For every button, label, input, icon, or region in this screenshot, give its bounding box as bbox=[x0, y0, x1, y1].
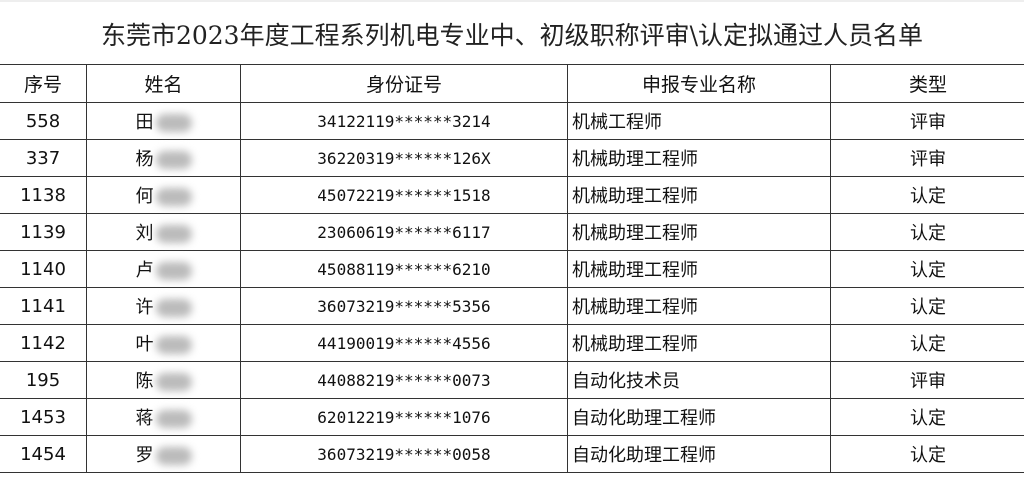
surname: 田 bbox=[135, 112, 154, 133]
cell-number: 337 bbox=[0, 139, 87, 177]
surname: 卢 bbox=[135, 260, 154, 281]
cell-type: 认定 bbox=[830, 176, 1024, 214]
cell-id: 23060619******6117 bbox=[240, 213, 568, 251]
blurred-name bbox=[155, 188, 192, 206]
cell-name: 何 bbox=[86, 176, 241, 214]
cell-name: 田 bbox=[86, 102, 241, 140]
cell-id: 34122119******3214 bbox=[240, 102, 568, 140]
cell-type: 评审 bbox=[830, 361, 1024, 399]
document-title: 东莞市2023年度工程系列机电专业中、初级职称评审\认定拟通过人员名单 bbox=[0, 0, 1024, 64]
header-specialty: 申报专业名称 bbox=[567, 64, 831, 103]
blurred-name bbox=[155, 299, 192, 317]
cell-number: 1139 bbox=[0, 213, 87, 251]
cell-name: 叶 bbox=[86, 324, 241, 362]
surname: 刘 bbox=[135, 223, 154, 244]
cell-type: 认定 bbox=[830, 398, 1024, 436]
surname: 陈 bbox=[135, 371, 154, 392]
cell-id: 44088219******0073 bbox=[240, 361, 568, 399]
blurred-name bbox=[155, 410, 192, 428]
blurred-name bbox=[155, 151, 192, 169]
surname: 蒋 bbox=[135, 408, 154, 429]
table-row: 1142 叶 44190019******4556 机械助理工程师 认定 bbox=[0, 324, 1024, 362]
cell-name: 卢 bbox=[86, 250, 241, 288]
cell-specialty: 机械工程师 bbox=[567, 102, 831, 140]
cell-id: 44190019******4556 bbox=[240, 324, 568, 362]
table-row: 1140 卢 45088119******6210 机械助理工程师 认定 bbox=[0, 250, 1024, 288]
cell-number: 1138 bbox=[0, 176, 87, 214]
cell-name: 罗 bbox=[86, 435, 241, 473]
surname: 罗 bbox=[135, 445, 154, 466]
cell-id: 36073219******5356 bbox=[240, 287, 568, 325]
header-type: 类型 bbox=[830, 64, 1024, 103]
cell-specialty: 机械助理工程师 bbox=[567, 176, 831, 214]
cell-name: 陈 bbox=[86, 361, 241, 399]
cell-name: 刘 bbox=[86, 213, 241, 251]
cell-id: 45072219******1518 bbox=[240, 176, 568, 214]
cell-name: 许 bbox=[86, 287, 241, 325]
cell-specialty: 机械助理工程师 bbox=[567, 250, 831, 288]
header-id: 身份证号 bbox=[240, 64, 568, 103]
surname: 许 bbox=[135, 297, 154, 318]
cell-type: 评审 bbox=[830, 139, 1024, 177]
cell-number: 1142 bbox=[0, 324, 87, 362]
cell-id: 36073219******0058 bbox=[240, 435, 568, 473]
surname: 叶 bbox=[135, 334, 154, 355]
surname: 杨 bbox=[135, 149, 154, 170]
blurred-name bbox=[155, 373, 192, 391]
table-row: 1138 何 45072219******1518 机械助理工程师 认定 bbox=[0, 176, 1024, 214]
cell-number: 195 bbox=[0, 361, 87, 399]
table-row: 1139 刘 23060619******6117 机械助理工程师 认定 bbox=[0, 213, 1024, 251]
cell-number: 1453 bbox=[0, 398, 87, 436]
cell-id: 45088119******6210 bbox=[240, 250, 568, 288]
header-number: 序号 bbox=[0, 64, 87, 103]
cell-name: 杨 bbox=[86, 139, 241, 177]
cell-specialty: 自动化技术员 bbox=[567, 361, 831, 399]
table-row: 1141 许 36073219******5356 机械助理工程师 认定 bbox=[0, 287, 1024, 325]
surname: 何 bbox=[135, 186, 154, 207]
blurred-name bbox=[155, 336, 192, 354]
cell-type: 认定 bbox=[830, 213, 1024, 251]
cell-number: 558 bbox=[0, 102, 87, 140]
cell-specialty: 机械助理工程师 bbox=[567, 213, 831, 251]
blurred-name bbox=[155, 225, 192, 243]
table-row: 558 田 34122119******3214 机械工程师 评审 bbox=[0, 102, 1024, 140]
cell-type: 评审 bbox=[830, 102, 1024, 140]
cell-type: 认定 bbox=[830, 250, 1024, 288]
cell-type: 认定 bbox=[830, 287, 1024, 325]
table-header-row: 序号 姓名 身份证号 申报专业名称 类型 bbox=[0, 64, 1024, 103]
personnel-table: 序号 姓名 身份证号 申报专业名称 类型 558 田 34122119*****… bbox=[0, 64, 1024, 473]
table-row: 337 杨 36220319******126X 机械助理工程师 评审 bbox=[0, 139, 1024, 177]
cell-specialty: 自动化助理工程师 bbox=[567, 398, 831, 436]
blurred-name bbox=[155, 114, 192, 132]
cell-specialty: 机械助理工程师 bbox=[567, 287, 831, 325]
cell-number: 1454 bbox=[0, 435, 87, 473]
cell-id: 62012219******1076 bbox=[240, 398, 568, 436]
table-row: 1453 蒋 62012219******1076 自动化助理工程师 认定 bbox=[0, 398, 1024, 436]
cell-name: 蒋 bbox=[86, 398, 241, 436]
blurred-name bbox=[155, 262, 192, 280]
table-row: 1454 罗 36073219******0058 自动化助理工程师 认定 bbox=[0, 435, 1024, 473]
blurred-name bbox=[155, 447, 192, 465]
cell-specialty: 自动化助理工程师 bbox=[567, 435, 831, 473]
table-row: 195 陈 44088219******0073 自动化技术员 评审 bbox=[0, 361, 1024, 399]
cell-specialty: 机械助理工程师 bbox=[567, 324, 831, 362]
cell-number: 1140 bbox=[0, 250, 87, 288]
cell-number: 1141 bbox=[0, 287, 87, 325]
cell-specialty: 机械助理工程师 bbox=[567, 139, 831, 177]
cell-type: 认定 bbox=[830, 324, 1024, 362]
cell-id: 36220319******126X bbox=[240, 139, 568, 177]
cell-type: 认定 bbox=[830, 435, 1024, 473]
header-name: 姓名 bbox=[86, 64, 241, 103]
